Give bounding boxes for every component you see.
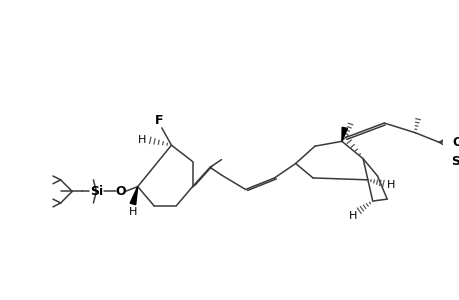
Text: F: F <box>154 114 163 127</box>
Text: Si: Si <box>450 155 459 168</box>
Text: Si: Si <box>90 185 103 198</box>
Text: H: H <box>386 180 394 190</box>
Text: H: H <box>348 212 357 221</box>
Text: O: O <box>115 185 125 198</box>
Text: O: O <box>451 136 459 149</box>
Polygon shape <box>341 127 347 141</box>
Text: H: H <box>138 135 146 146</box>
Polygon shape <box>130 187 137 205</box>
Text: H: H <box>129 207 137 217</box>
